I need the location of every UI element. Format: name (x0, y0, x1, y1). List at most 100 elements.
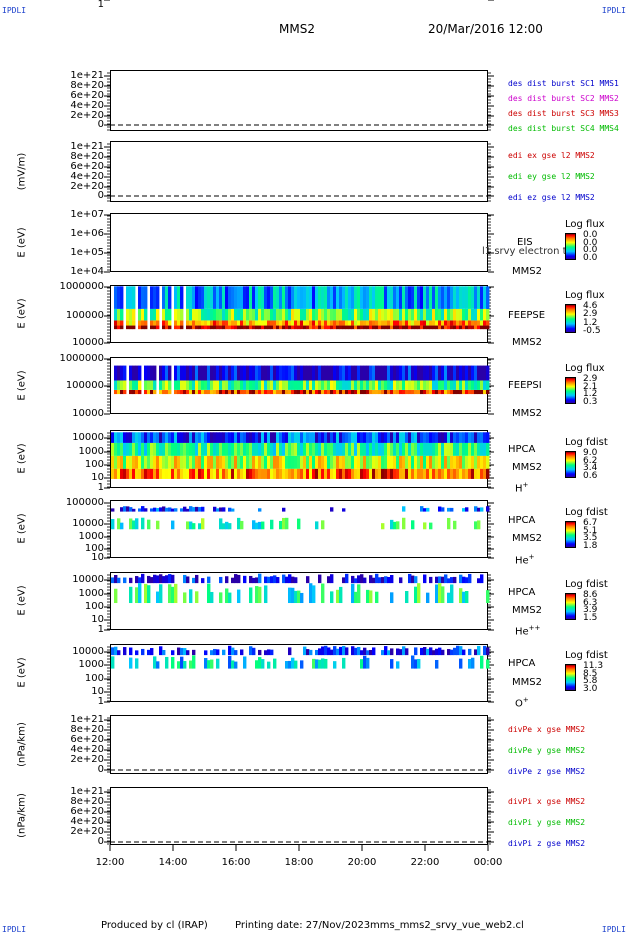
panel-p6-spectrogram-cell (153, 468, 157, 479)
panel-p5-spectrogram-cell (132, 380, 136, 390)
panel-p9-spectrogram (111, 645, 490, 669)
panel-p7-spectrogram-cell (315, 521, 319, 530)
panel-p6-spectrogram-cell (114, 432, 118, 443)
panel-p7-spectrogram-cell (132, 508, 136, 512)
panel-p1-legend-entry: des dist burst SC3 MMS3 (508, 109, 619, 118)
panel-p6-spectrogram-cell (126, 468, 130, 479)
panel-p5-spectrogram-cell (333, 380, 337, 390)
panel-p9-spectrogram-cell (330, 649, 334, 656)
panel-p4-spectrogram-cell (279, 325, 283, 330)
panel-p5-spectrogram-cell (399, 389, 403, 395)
panel-p4-spectrogram-cell (186, 286, 190, 309)
panel-p6-spectrogram-cell (261, 432, 265, 443)
panel-p5-spectrogram-cell (180, 380, 184, 390)
panel-p7-spectrogram-cell (423, 508, 427, 512)
panel-p4-spectrogram-cell (399, 325, 403, 330)
panel-p6-spectrogram-cell (258, 455, 262, 469)
panel-p5-spectrogram-cell (477, 380, 481, 390)
time-tick-label: 16:00 (221, 857, 251, 868)
panel-p5-spectrogram-cell (207, 365, 211, 381)
panel-p6-spectrogram-cell (384, 468, 388, 479)
panel-p5-spectrogram-cell (336, 380, 340, 390)
panel-p6-spectrogram-cell (111, 442, 115, 456)
panel-p4-spectrogram-cell (396, 286, 400, 309)
panel-p4-spectrogram-cell (249, 308, 253, 321)
panel-p5-spectrogram-cell (165, 365, 169, 381)
panel-p4-spectrogram-cell (222, 286, 226, 309)
panel-p6-spectrogram-cell (438, 455, 442, 469)
panel-p7-spectrogram-cell (171, 508, 175, 512)
panel-p4-spectrogram-cell (216, 320, 220, 326)
panel-p4-spectrogram-cell (444, 320, 448, 326)
panel-p4-spectrogram-cell (306, 286, 310, 309)
panel-p4-spectrogram-cell (414, 325, 418, 330)
panel-p6-spectrogram-cell (297, 468, 301, 479)
panel-p4-spectrogram-cell (270, 325, 274, 330)
panel-p5-spectrogram-cell (429, 380, 433, 390)
panel-p6-spectrogram-cell (285, 442, 289, 456)
panel-p4-spectrogram-cell (339, 320, 343, 326)
panel-p9-spectrogram-cell (111, 656, 115, 669)
panel-p8-spectrogram-cell (375, 591, 379, 604)
panel-p7-spectrogram-cell (147, 519, 151, 530)
panel-p9-spectrogram-cell (270, 649, 274, 656)
panel-p6-colorbar (565, 451, 576, 478)
panel-p6-spectrogram-cell (129, 455, 133, 469)
panel-p9-spectrogram-cell (234, 650, 238, 656)
panel-p5-spectrogram-cell (321, 380, 325, 390)
panel-p4-spectrogram-cell (213, 308, 217, 321)
panel-p6-spectrogram-cell (261, 442, 265, 456)
panel-p4-spectrogram-cell (420, 286, 424, 309)
panel-p4-spectrogram-cell (189, 325, 193, 330)
panel-p4-spectrogram-cell (180, 286, 184, 309)
panel-p5-spectrogram-cell (201, 380, 205, 390)
panel-p5-spectrogram-cell (138, 380, 142, 390)
panel-p6-spectrogram-cell (318, 455, 322, 469)
panel-p9-spectrogram-cell (459, 646, 463, 656)
panel-p6-spectrogram-cell (234, 442, 238, 456)
panel-p9-spectrogram-cell (189, 660, 193, 669)
panel-p4-spectrogram-cell (306, 308, 310, 321)
panel-p6-spectrogram-cell (456, 468, 460, 479)
panel-p5-spectrogram-cell (231, 389, 235, 395)
panel-p5-spectrogram-cell (219, 380, 223, 390)
panel-p6-spectrogram-cell (300, 442, 304, 456)
panel-p8-spectrogram-cell (447, 578, 451, 584)
panel-p5-spectrogram-cell (423, 365, 427, 381)
panel-p6-spectrogram-cell (198, 455, 202, 469)
panel-p7-spectrogram-cell (213, 506, 217, 512)
panel-p5-spectrogram-cell (417, 389, 421, 395)
panel-p5-spectrogram-cell (477, 365, 481, 381)
panel-p9-spectrogram-cell (141, 648, 145, 656)
panel-p5-spectrogram-cell (480, 365, 484, 381)
panel-p9-spectrogram-cell (318, 659, 322, 669)
panel-p5-spectrogram-cell (348, 365, 352, 381)
panel-p8-spectrogram-cell (366, 589, 370, 604)
panel-p7-spectrogram-cell (126, 506, 130, 512)
panel-p4-spectrogram-cell (315, 308, 319, 321)
panel-p4-spectrogram-cell (261, 325, 265, 330)
panel-p5-spectrogram-cell (144, 380, 148, 390)
panel-p4-spectrogram-cell (228, 308, 232, 321)
panel-p6-spectrogram-cell (162, 432, 166, 443)
panel-p6-spectrogram-cell (264, 432, 268, 443)
panel-p4-spectrogram-cell (396, 308, 400, 321)
panel-p6-spectrogram-cell (411, 455, 415, 469)
panel-p6-spectrogram-cell (375, 468, 379, 479)
panel-p9-spectrogram-cell (159, 646, 163, 656)
panel-p8-spectrogram (111, 573, 490, 604)
panel-p4-spectrogram-cell (216, 286, 220, 309)
panel-p6-spectrogram-cell (432, 432, 436, 443)
panel-p8-spectrogram-cell (414, 586, 418, 604)
panel-p4-spectrogram-cell (453, 325, 457, 330)
panel-p8-spectrogram-cell (237, 574, 241, 584)
panel-p6-spectrogram-cell (345, 455, 349, 469)
panel-p6-spectrogram-cell (288, 468, 292, 479)
panel-p5-spectrogram-cell (303, 365, 307, 381)
panel-p4-spectrogram-cell (381, 325, 385, 330)
panel-p6-spectrogram-cell (483, 432, 487, 443)
panel-p8-spectrogram-cell (195, 591, 199, 604)
panel-p6-spectrogram-cell (312, 455, 316, 469)
panel-p4-spectrogram-cell (231, 308, 235, 321)
panel-p8-spectrogram-cell (267, 576, 271, 584)
